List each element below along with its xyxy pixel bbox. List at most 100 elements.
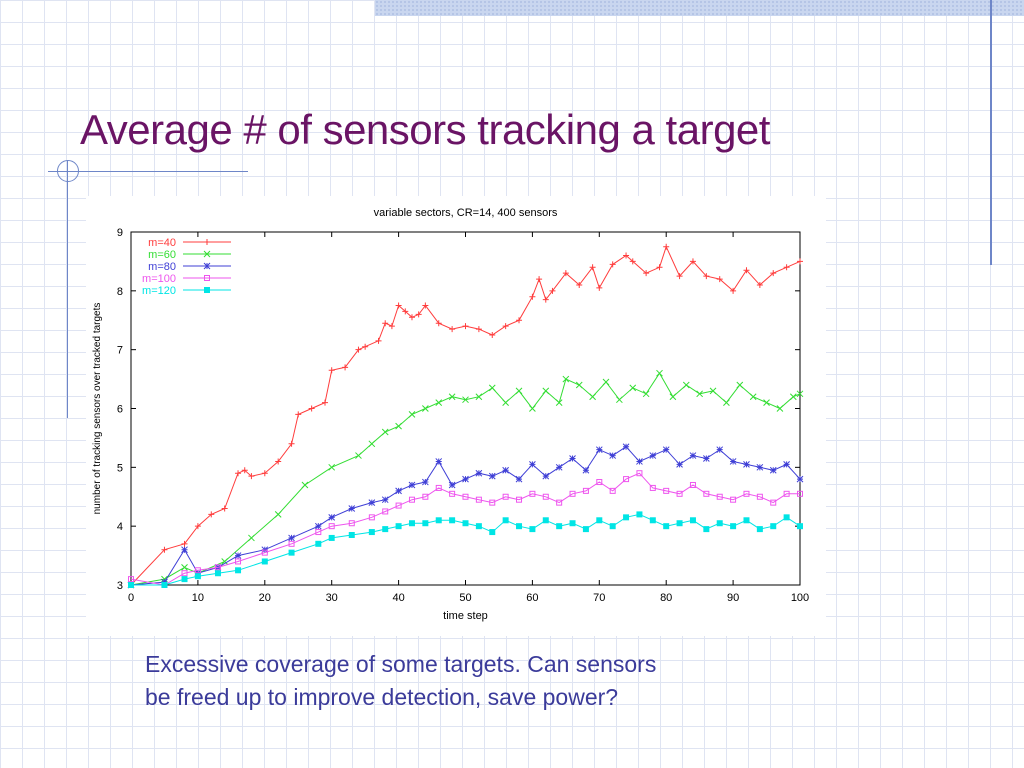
data-point (709, 387, 717, 395)
data-point (716, 276, 723, 283)
data-point (649, 484, 656, 491)
data-point (248, 534, 255, 542)
data-point (609, 452, 617, 459)
data-point (542, 517, 549, 524)
data-point (502, 399, 509, 406)
data-point (562, 270, 569, 277)
data-point (676, 520, 683, 527)
data-point (609, 523, 616, 530)
data-point (348, 531, 355, 538)
data-point (382, 320, 389, 327)
data-point (756, 463, 764, 471)
data-point (663, 487, 670, 494)
decorative-circle (57, 160, 79, 182)
legend-label: m=40 (148, 237, 176, 249)
data-point (783, 490, 790, 497)
x-tick-label: 60 (526, 592, 538, 604)
data-point (194, 573, 201, 580)
data-point (435, 320, 442, 327)
chart-container: 0 10 20 30 40 50 60 70 80 90 100 3 4 5 6 7 8 9 variable se… (86, 196, 826, 636)
data-point (368, 440, 376, 448)
data-point (449, 490, 456, 497)
data-point (382, 508, 389, 515)
data-point (388, 323, 395, 330)
data-point (221, 505, 228, 512)
data-point (475, 523, 482, 530)
data-point (475, 326, 482, 333)
data-point (602, 378, 610, 386)
data-point (663, 243, 670, 250)
data-point (529, 293, 536, 300)
data-point (783, 461, 790, 468)
y-axis-label: number of tracking sensors over tracked … (92, 303, 103, 515)
series-line (130, 446, 801, 586)
data-point (348, 520, 355, 527)
data-point (756, 493, 763, 500)
data-point (515, 475, 523, 483)
data-point (288, 549, 295, 556)
data-point (408, 496, 415, 503)
legend-label: m=120 (142, 285, 176, 297)
data-point (203, 262, 211, 270)
data-point (696, 390, 704, 398)
data-point (415, 311, 422, 318)
data-point (408, 411, 416, 418)
data-point (649, 517, 656, 524)
data-point (328, 523, 335, 530)
data-point (643, 270, 650, 277)
data-point (770, 270, 777, 277)
left-decorative-line (67, 160, 68, 418)
data-point (161, 582, 168, 588)
slide-caption: Excessive coverage of some targets. Can … (145, 648, 845, 714)
y-tick-label: 4 (117, 521, 123, 533)
data-point (315, 540, 322, 547)
data-point (789, 393, 797, 401)
y-tick-label: 5 (117, 462, 123, 474)
data-point (261, 470, 268, 477)
data-point (676, 273, 683, 280)
data-point (689, 452, 697, 459)
data-point (475, 496, 482, 503)
data-point (208, 511, 215, 518)
data-point (235, 470, 242, 477)
data-point (770, 523, 777, 530)
data-point (234, 552, 242, 559)
data-point (301, 481, 309, 489)
data-point (589, 264, 596, 271)
data-point (730, 287, 737, 294)
data-point (204, 275, 210, 281)
data-point (235, 567, 242, 574)
data-point (402, 308, 409, 315)
data-point (308, 405, 315, 412)
data-point (629, 384, 637, 392)
data-point (682, 381, 690, 389)
data-point (128, 576, 134, 583)
data-point (582, 466, 590, 474)
data-point (609, 487, 616, 494)
data-point (716, 446, 724, 454)
data-point (275, 458, 282, 465)
data-point (783, 514, 790, 521)
data-point (214, 564, 221, 571)
data-point (743, 267, 750, 274)
data-point (161, 546, 168, 553)
data-point (488, 472, 496, 480)
x-tick-label: 100 (791, 592, 809, 604)
data-point (575, 381, 583, 389)
data-point (609, 261, 616, 268)
x-tick-label: 50 (459, 592, 471, 604)
data-point (422, 405, 429, 412)
data-point (636, 458, 643, 465)
title-underline-decoration (48, 171, 248, 172)
legend-label: m=80 (148, 261, 176, 273)
data-point (181, 570, 188, 577)
data-point (502, 466, 509, 474)
data-point (502, 493, 509, 500)
data-point (702, 455, 710, 462)
data-point (515, 387, 523, 395)
header-decoration-band (375, 0, 1024, 16)
data-point (542, 493, 549, 500)
data-point (516, 317, 523, 324)
data-point (368, 514, 375, 521)
data-point (783, 264, 790, 271)
